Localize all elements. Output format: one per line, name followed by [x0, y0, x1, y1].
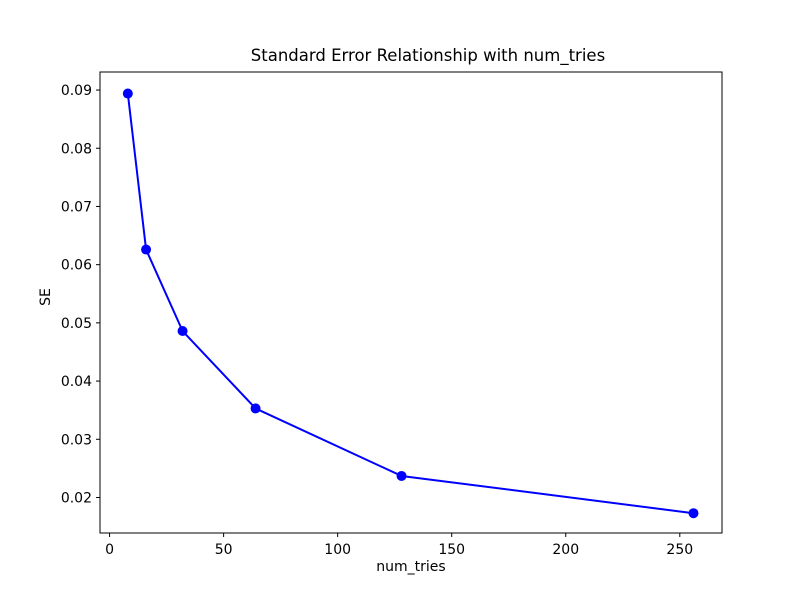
data-point-marker [250, 403, 261, 414]
data-point-marker [396, 470, 407, 481]
y-tick-label: 0.02 [61, 490, 92, 506]
data-point-marker [688, 508, 699, 519]
y-tick-label: 0.07 [61, 199, 92, 215]
x-tick-label: 200 [552, 542, 579, 558]
x-tick-label: 250 [666, 542, 693, 558]
plot-border [99, 71, 723, 534]
y-axis-label: SE [38, 288, 54, 306]
data-point-marker [122, 88, 133, 99]
x-tick-label: 50 [215, 542, 233, 558]
y-tick-label: 0.08 [61, 141, 92, 157]
se-line [126, 92, 695, 515]
x-tick-label: 0 [105, 542, 114, 558]
data-point-marker [177, 326, 188, 337]
y-tick-label: 0.05 [61, 316, 92, 332]
x-tick-label: 150 [438, 542, 465, 558]
y-tick-label: 0.04 [61, 374, 92, 390]
y-tick-label: 0.09 [61, 83, 92, 99]
y-tick-label: 0.06 [61, 258, 92, 274]
y-tick-label: 0.03 [61, 432, 92, 448]
x-tick-label: 100 [324, 542, 351, 558]
chart-title: Standard Error Relationship with num_tri… [250, 46, 606, 65]
data-point-marker [141, 244, 152, 255]
x-axis-label: num_tries [376, 559, 446, 575]
